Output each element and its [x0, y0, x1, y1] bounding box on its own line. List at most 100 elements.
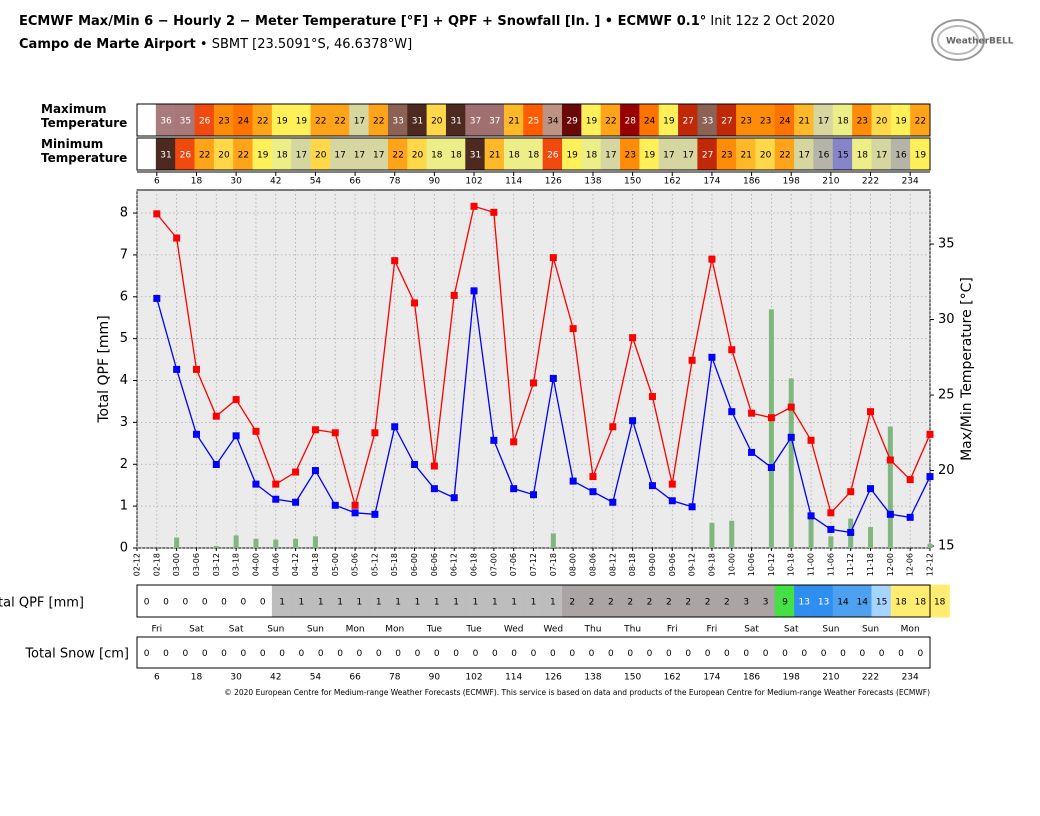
- cell-value: 20: [876, 117, 888, 127]
- cell: [330, 637, 350, 668]
- hour-label: 126: [545, 673, 562, 683]
- temp-line: [156, 205, 931, 515]
- cell-value: 31: [450, 117, 461, 127]
- x-tick-label: 08-06: [588, 553, 597, 576]
- temp-marker: [212, 461, 220, 469]
- day-label: Fri: [707, 625, 718, 635]
- cell-value: 28: [624, 117, 636, 127]
- cell-value: 31: [412, 117, 423, 127]
- hour-label: 114: [505, 673, 522, 683]
- temp-marker: [906, 513, 914, 521]
- temp-marker: [867, 485, 875, 493]
- cell-value: 26: [199, 117, 211, 127]
- x-tick-label: 11-06: [826, 553, 835, 576]
- day-label: Tue: [426, 625, 443, 635]
- temp-marker: [510, 485, 518, 493]
- temp-marker: [609, 498, 617, 506]
- cell: [369, 637, 389, 668]
- hour-label: 222: [862, 177, 879, 187]
- cell-value: 22: [373, 117, 384, 127]
- day-label: Sat: [229, 625, 244, 635]
- cell-value: 2: [666, 598, 672, 608]
- qpf-bar: [312, 536, 318, 548]
- cell-value: 17: [354, 117, 365, 127]
- cell: [272, 637, 292, 668]
- cell-value: 0: [647, 649, 653, 659]
- hour-label: 138: [584, 673, 601, 683]
- temp-marker: [153, 294, 161, 302]
- hour-label: 6: [154, 177, 160, 187]
- hour-label: 174: [703, 177, 720, 187]
- temp-marker: [827, 509, 835, 517]
- hour-label: 6: [154, 673, 160, 683]
- y2-tick-label: 20: [938, 463, 955, 478]
- x-tick-label: 05-18: [390, 553, 399, 576]
- y-tick-label: 8: [120, 206, 128, 221]
- temp-marker: [391, 257, 399, 265]
- day-label: Fri: [667, 625, 678, 635]
- x-tick-label: 08-18: [628, 553, 637, 576]
- cell-value: 19: [915, 151, 927, 161]
- day-label: Mon: [901, 625, 920, 635]
- cell-value: 1: [357, 598, 363, 608]
- cell: [233, 585, 254, 617]
- temp-marker: [549, 374, 557, 382]
- cell-value: 0: [821, 649, 827, 659]
- cell: [137, 637, 157, 668]
- hour-label: 198: [783, 673, 800, 683]
- cell: [523, 637, 544, 668]
- cell-value: 3: [743, 598, 749, 608]
- temp-marker: [748, 409, 756, 417]
- cell-value: 0: [434, 649, 440, 659]
- temp-marker: [926, 430, 934, 438]
- day-label: Mon: [346, 625, 365, 635]
- cell-value: 0: [569, 649, 575, 659]
- day-label: Sun: [822, 625, 839, 635]
- row-border: [136, 137, 931, 171]
- x-tick-label: 06-12: [450, 553, 459, 576]
- temp-marker: [490, 208, 498, 216]
- cell-value: 18: [915, 598, 927, 608]
- hour-label: 30: [230, 673, 242, 683]
- cell: [156, 637, 176, 668]
- x-tick-label: 09-00: [648, 553, 657, 576]
- cell-value: 22: [257, 117, 268, 127]
- cell-value: 0: [453, 649, 459, 659]
- day-label: Wed: [504, 625, 524, 635]
- temp-marker: [470, 202, 478, 210]
- cell: [562, 637, 582, 668]
- cell-value: 34: [547, 117, 559, 127]
- day-label: Sat: [784, 625, 799, 635]
- cell-value: 0: [685, 649, 691, 659]
- x-tick-label: 04-00: [251, 553, 260, 576]
- cell-value: 24: [238, 117, 250, 127]
- cell-value: 0: [550, 649, 556, 659]
- temp-marker: [629, 417, 637, 425]
- x-tick-label: 09-18: [707, 553, 716, 576]
- hour-label: 234: [902, 673, 919, 683]
- qpf-bar: [768, 309, 774, 548]
- cell: [543, 637, 563, 668]
- cell-value: 0: [241, 649, 247, 659]
- x-tick-label: 07-12: [529, 553, 538, 576]
- x-tick-label: 06-18: [470, 553, 479, 576]
- cell: [775, 637, 795, 668]
- hour-label: 42: [270, 673, 281, 683]
- cell-value: 0: [279, 649, 285, 659]
- cell-value: 1: [453, 598, 459, 608]
- x-tick-label: 07-18: [549, 553, 558, 576]
- cell-value: 1: [376, 598, 382, 608]
- cell-value: 20: [412, 151, 424, 161]
- hour-label: 18: [191, 177, 203, 187]
- temp-marker: [767, 464, 775, 472]
- row-border: [136, 584, 931, 618]
- init: Init 12z 2 Oct 2020: [710, 14, 835, 29]
- x-tick-label: 06-06: [430, 553, 439, 576]
- cell: [214, 637, 234, 668]
- temp-marker: [371, 510, 379, 518]
- cell-value: 0: [840, 649, 846, 659]
- y2-tick-label: 35: [938, 237, 955, 252]
- cell: [446, 637, 466, 668]
- cell-value: 0: [357, 649, 363, 659]
